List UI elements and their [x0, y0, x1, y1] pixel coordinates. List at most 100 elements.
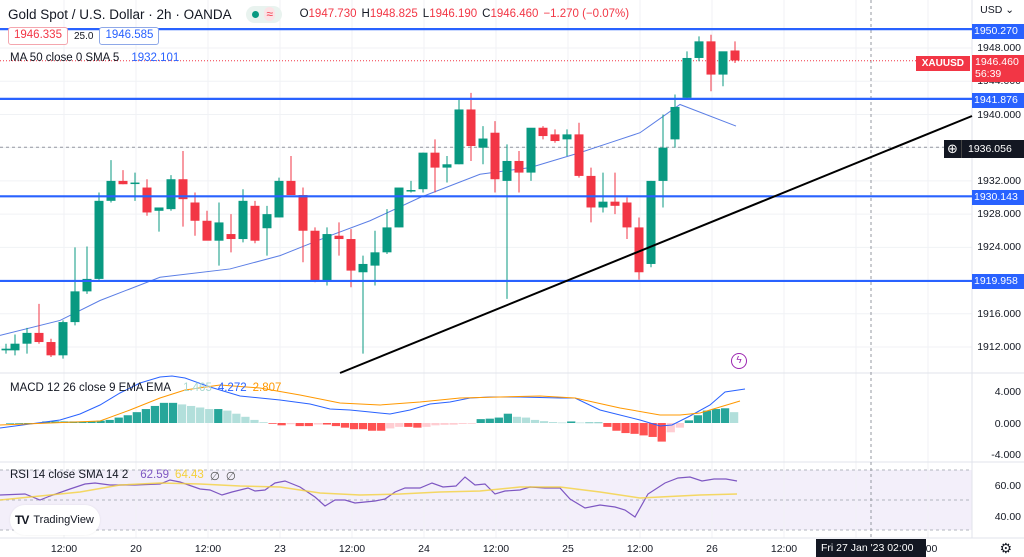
macd-histogram-bar — [205, 409, 214, 423]
price-tick: 1916.000 — [977, 308, 1021, 320]
macd-label: MACD 12 26 close 9 EMA EMA — [10, 382, 172, 394]
level-tag-1[interactable]: 1950.270 — [972, 24, 1024, 39]
crosshair-price: 1936.056 — [962, 140, 1024, 158]
candle-body — [298, 195, 308, 231]
macd-histogram-bar — [720, 408, 730, 423]
time-tick: 12:00 — [338, 543, 366, 555]
macd-histogram-bar — [639, 423, 648, 436]
candle-body — [226, 234, 236, 240]
high-value: 1948.825 — [369, 8, 418, 20]
candle-body — [634, 227, 644, 273]
candle-body — [214, 222, 224, 241]
bar-countdown: 56:39 — [975, 68, 1002, 80]
candle-body — [22, 332, 32, 344]
candle-body — [550, 134, 560, 142]
last-price-tag: 1946.460 56:39 — [972, 55, 1024, 82]
candle-body — [46, 342, 56, 356]
candle-body — [238, 200, 248, 240]
macd-histogram-bar — [594, 422, 603, 424]
candle-body — [682, 57, 692, 98]
candle-body — [478, 138, 488, 148]
macd-histogram-bar — [530, 419, 540, 423]
macd-histogram-bar — [141, 409, 150, 423]
macd-histogram-bar — [168, 402, 178, 423]
market-status-pill[interactable]: ≈ — [245, 5, 282, 23]
macd-histogram-bar — [286, 423, 295, 425]
candle-body — [94, 200, 104, 279]
macd-histogram-bar — [196, 407, 205, 423]
tradingview-mark-icon: TV — [15, 513, 29, 527]
add-alert-plus-icon[interactable]: ⊕ — [944, 140, 962, 158]
candle-body — [574, 134, 584, 176]
ohlc-values: O1947.730 H1948.825 L1946.190 C1946.460 … — [299, 8, 630, 20]
candle-body — [454, 109, 464, 165]
candle-body — [202, 220, 212, 241]
price-tick: 1932.000 — [977, 175, 1021, 187]
macd-histogram-bar — [395, 423, 404, 427]
candle-body — [334, 235, 344, 240]
buy-button[interactable]: 1946.585 — [99, 27, 160, 45]
macd-signal-line — [0, 384, 741, 426]
candle-body — [598, 201, 608, 208]
level-tag-2[interactable]: 1941.876 — [972, 93, 1024, 108]
time-tick: :00 — [922, 543, 938, 555]
macd-histogram-bar — [214, 409, 223, 423]
open-value: 1947.730 — [308, 8, 357, 20]
macd-histogram-bar — [521, 417, 531, 423]
time-tick: 23 — [274, 543, 286, 555]
time-tick: 12:00 — [770, 543, 798, 555]
candle-body — [82, 278, 92, 292]
macd-histogram-bar — [105, 419, 114, 423]
candle-body — [718, 51, 728, 75]
candle-body — [406, 190, 416, 192]
lightning-event-icon[interactable]: ϟ — [731, 353, 747, 369]
sell-button[interactable]: 1946.335 — [8, 27, 68, 45]
level-tag-4[interactable]: 1919.958 — [972, 274, 1024, 289]
tradingview-logo[interactable]: TV TradingView — [10, 505, 100, 535]
candle-body — [346, 239, 356, 271]
macd-histogram-bar — [675, 423, 684, 428]
macd-histogram-bar — [78, 421, 87, 423]
market-open-dot-icon — [252, 10, 260, 18]
macd-histogram-bar — [177, 404, 187, 423]
candle-body — [730, 50, 740, 61]
candle-body — [694, 41, 704, 58]
macd-histogram-bar — [187, 405, 196, 423]
last-price: 1946.460 — [975, 56, 1019, 68]
macd-histogram-bar — [386, 423, 395, 429]
candle-body — [154, 207, 164, 211]
trendline — [339, 115, 973, 374]
macd-histogram-bar — [657, 423, 666, 442]
candle-body — [646, 180, 656, 264]
currency-selector[interactable]: USD ⌄ — [980, 4, 1014, 16]
macd-histogram-bar — [603, 423, 612, 427]
macd-histogram-bar — [693, 415, 703, 423]
rsi-legend[interactable]: RSI 14 close SMA 14 2 62.59 64.43 ∅ ∅ — [10, 469, 236, 483]
candle-body — [10, 343, 20, 351]
candle-body — [1, 348, 11, 351]
level-tag-3[interactable]: 1930.143 — [972, 190, 1024, 205]
chart-header: Gold Spot / U.S. Dollar · 2h · OANDA ≈ O… — [8, 5, 629, 23]
candle-body — [442, 164, 452, 168]
rsi-extra-1: ∅ — [209, 471, 220, 483]
settings-gear-icon[interactable]: ⚙ — [999, 540, 1012, 556]
macd-histogram-bar — [377, 423, 386, 431]
approx-icon: ≈ — [264, 7, 275, 21]
candle-body — [610, 201, 620, 206]
crosshair-time-tag: Fri 27 Jan '23 02:00 — [816, 539, 926, 557]
symbol-title[interactable]: Gold Spot / U.S. Dollar · 2h · OANDA — [8, 6, 232, 22]
macd-histogram-bar — [512, 416, 522, 423]
macd-histogram-bar — [132, 412, 141, 423]
macd-histogram-bar — [24, 423, 33, 424]
macd-legend[interactable]: MACD 12 26 close 9 EMA EMA 1.465 4.272 2… — [10, 382, 281, 394]
ma-legend[interactable]: MA 50 close 0 SMA 5 1932.101 — [10, 52, 179, 64]
candle-body — [130, 182, 140, 185]
macd-histogram-bar — [349, 423, 359, 430]
candle-body — [274, 180, 284, 218]
macd-histogram-bar — [322, 423, 331, 425]
macd-histogram-bar — [96, 420, 105, 423]
candle-body — [514, 160, 524, 173]
macd-line — [0, 375, 746, 429]
